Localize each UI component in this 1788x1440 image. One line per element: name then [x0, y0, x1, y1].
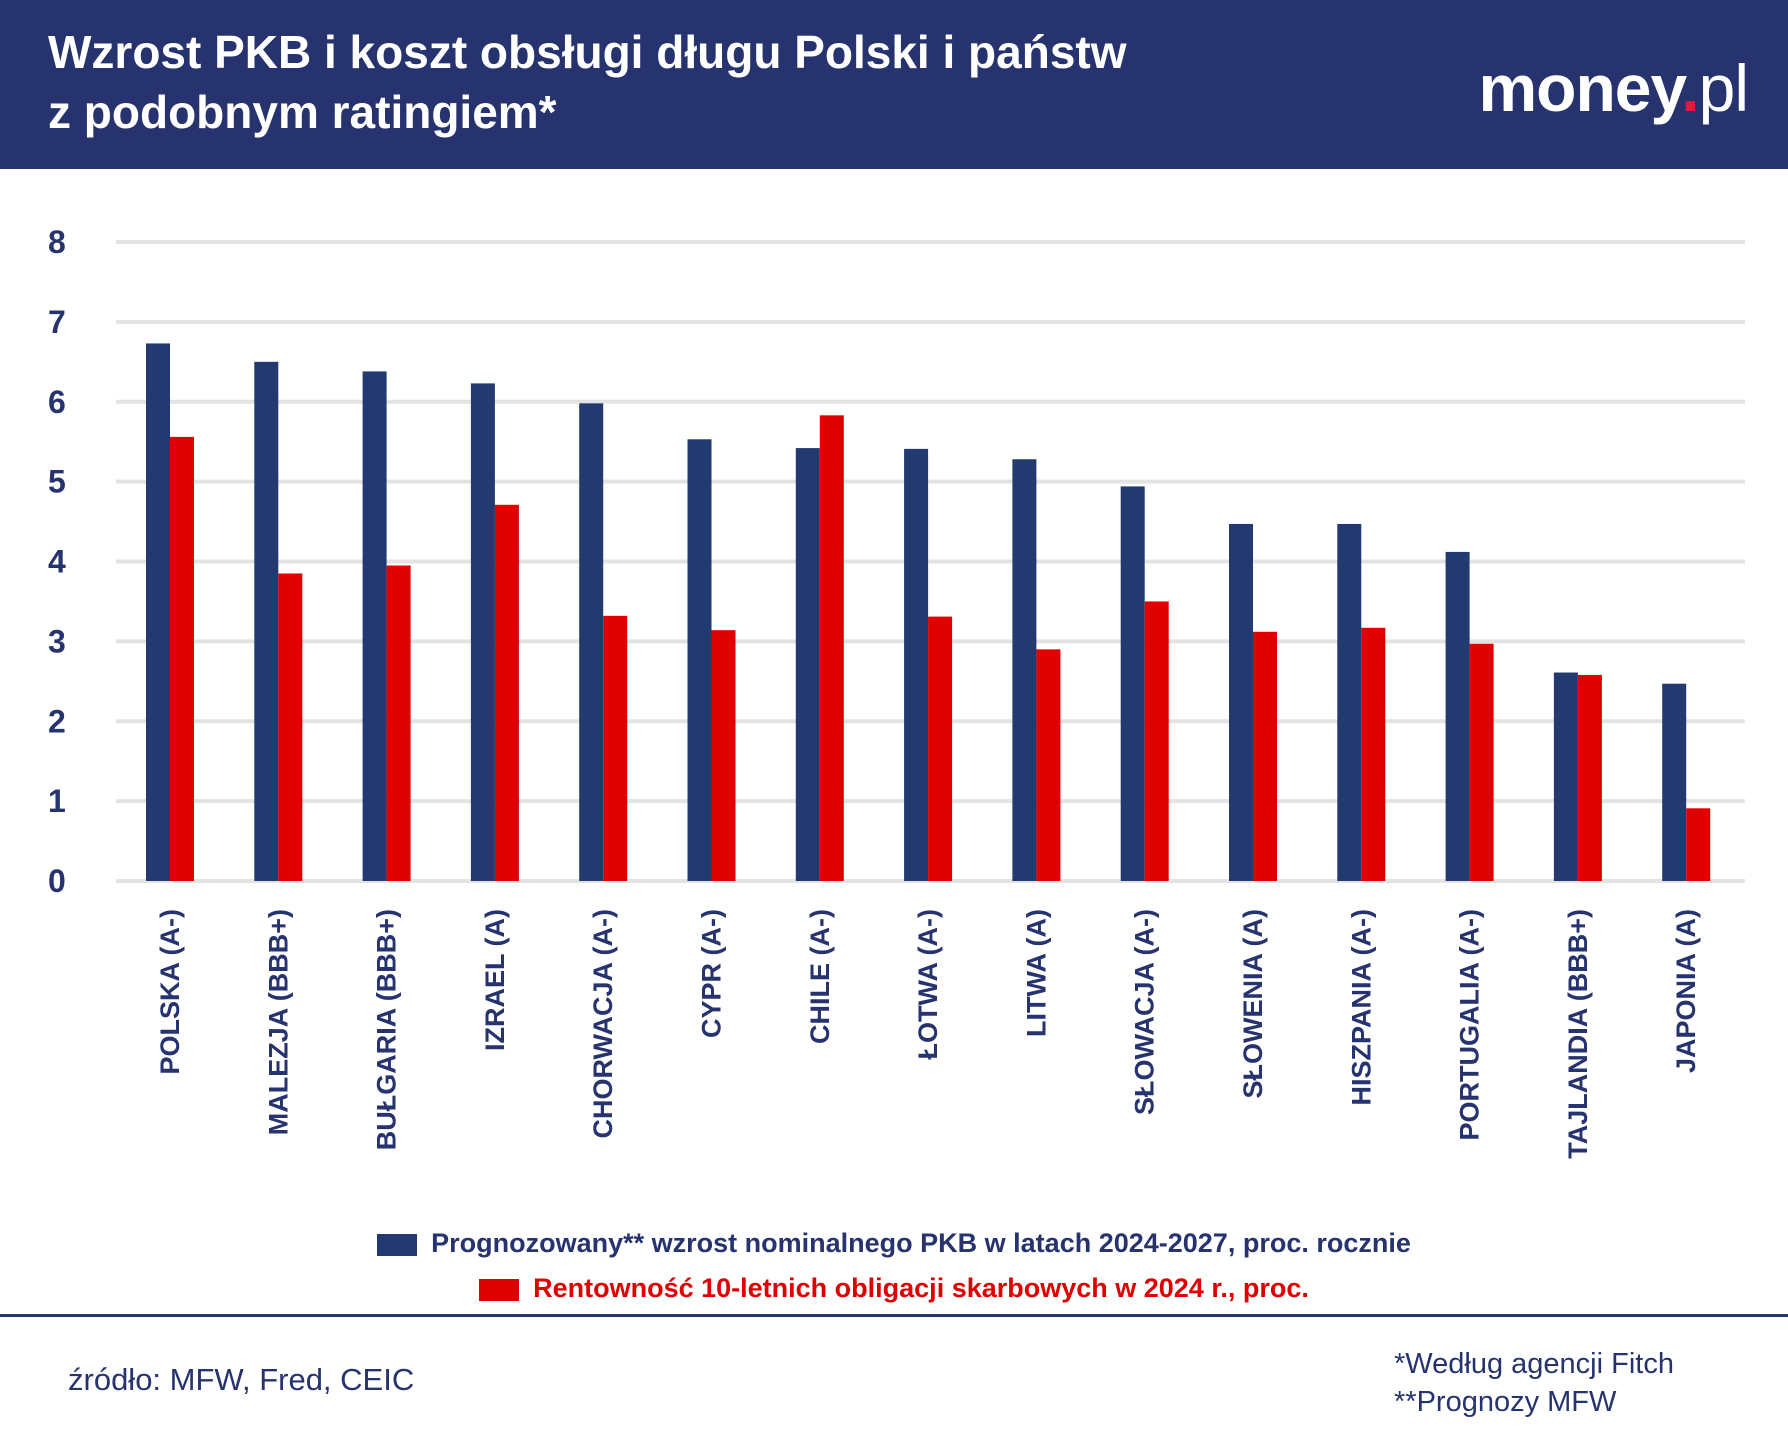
x-tick-label: JAPONIA (A): [1671, 909, 1701, 1073]
y-tick-label: 4: [48, 544, 66, 580]
bar-yield: [1469, 643, 1494, 881]
bar-yield: [1361, 627, 1386, 881]
title-line-2: z podobnym ratingiem*: [48, 86, 557, 138]
bar-yield: [819, 415, 844, 881]
y-tick-label: 3: [48, 623, 66, 659]
x-tick-label: TAJLANDIA (BBB+): [1563, 909, 1593, 1159]
bar-gdp: [1229, 523, 1253, 881]
x-tick-label: CHILE (A-): [805, 909, 835, 1044]
bar-gdp: [904, 448, 929, 881]
bar-yield: [928, 616, 953, 881]
bar-yield: [1686, 808, 1711, 881]
bar-gdp: [1337, 523, 1362, 881]
bar-gdp: [146, 343, 170, 881]
bar-gdp: [470, 383, 495, 881]
legend-label-gdp: Prognozowany** wzrost nominalnego PKB w …: [431, 1228, 1411, 1258]
source-text: źródło: MFW, Fred, CEIC: [68, 1362, 415, 1397]
y-tick-label: 7: [48, 304, 66, 340]
x-tick-label: SŁOWACJA (A-): [1130, 909, 1160, 1115]
bar-gdp: [1120, 486, 1145, 881]
bar-gdp: [1012, 459, 1037, 881]
legend-item-yield: Rentowność 10-letnich obligacji skarbowy…: [0, 1273, 1788, 1304]
bar-yield: [1253, 631, 1277, 881]
chart-title: Wzrost PKB i koszt obsługi długu Polski …: [48, 22, 1348, 142]
bar-gdp: [1445, 551, 1470, 881]
x-tick-label: PORTUGALIA (A-): [1455, 909, 1485, 1140]
legend-label-yield: Rentowność 10-letnich obligacji skarbowy…: [533, 1273, 1309, 1303]
footer-divider: [0, 1314, 1788, 1317]
y-tick-label: 2: [48, 703, 66, 739]
x-tick-label: MALEZJA (BBB+): [263, 909, 293, 1135]
bar-gdp: [254, 361, 279, 881]
header: Wzrost PKB i koszt obsługi długu Polski …: [0, 0, 1788, 169]
bar-yield: [711, 630, 736, 881]
bar-yield: [494, 504, 519, 881]
legend-swatch-yield: [479, 1278, 520, 1301]
bar-gdp: [687, 439, 712, 881]
x-tick-label: CYPR (A-): [697, 909, 727, 1038]
x-tick-label: ŁOTWA (A-): [913, 909, 943, 1059]
x-tick-label: LITWA (A): [1021, 909, 1051, 1037]
y-tick-label: 5: [48, 464, 66, 500]
title-line-1: Wzrost PKB i koszt obsługi długu Polski …: [48, 26, 1127, 78]
footnotes: *Według agencji Fitch **Prognozy MFW: [1394, 1345, 1674, 1421]
legend-item-gdp: Prognozowany** wzrost nominalnego PKB w …: [0, 1228, 1788, 1259]
money-pl-logo: money.pl: [1478, 51, 1749, 125]
bar-gdp: [795, 448, 820, 881]
bar-yield: [170, 436, 194, 881]
bar-chart: 0 1 2 3 4 5 6 7 8 POLSKA (A-) MALEZJA (BBB+) BUŁGAR…: [48, 224, 1745, 1159]
footnote-rating: *Według agencji Fitch: [1394, 1348, 1674, 1380]
bar-yield: [603, 615, 628, 881]
bar-yield: [278, 573, 303, 881]
bar-yield: [1144, 601, 1169, 881]
x-tick-label: HISZPANIA (A-): [1346, 909, 1376, 1105]
bar-yield: [1036, 649, 1061, 881]
legend-swatch-gdp: [377, 1233, 418, 1256]
y-tick-label: 0: [48, 863, 66, 899]
x-tick-label: BUŁGARIA (BBB+): [372, 909, 402, 1150]
bar-yield: [1577, 674, 1602, 881]
y-tick-label: 6: [48, 384, 66, 420]
bar-gdp: [1662, 683, 1687, 881]
x-tick-label: SŁOWENIA (A): [1238, 909, 1268, 1098]
footnote-forecast: **Prognozy MFW: [1394, 1386, 1617, 1418]
bar-gdp: [579, 403, 604, 881]
y-tick-label: 8: [48, 224, 66, 260]
bar-gdp: [1553, 672, 1578, 881]
y-tick-label: 1: [48, 783, 66, 819]
x-tick-label: POLSKA (A-): [155, 909, 185, 1074]
bar-yield: [386, 565, 411, 881]
bar-gdp: [362, 371, 387, 881]
x-tick-label: CHORWACJA (A-): [588, 909, 618, 1139]
x-tick-label: IZRAEL (A): [480, 909, 510, 1051]
